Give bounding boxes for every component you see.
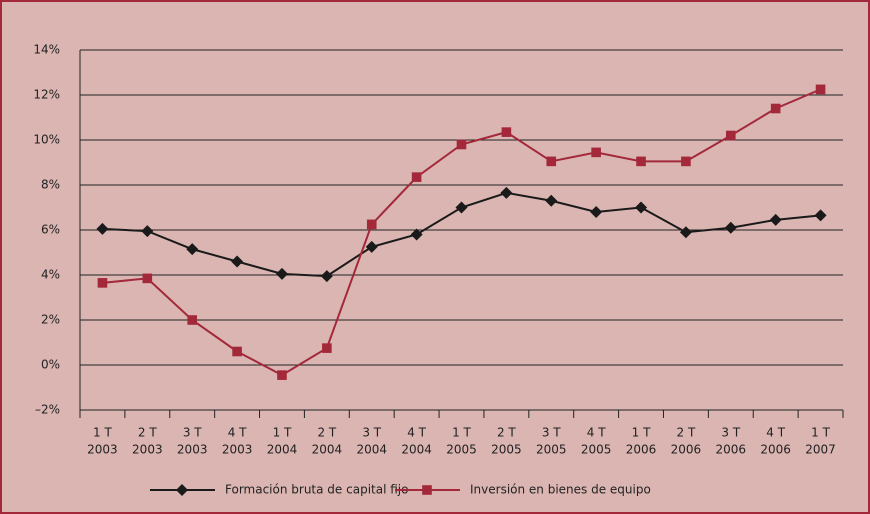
y-tick-label: 10%: [33, 133, 60, 147]
y-tick-label: 8%: [41, 178, 60, 192]
marker: [232, 346, 242, 357]
marker: [141, 225, 154, 238]
x-tick-label: 2005: [536, 443, 567, 457]
x-tick-label: 2 T: [677, 426, 696, 440]
y-tick-label: 6%: [41, 223, 60, 237]
x-tick-label: 2 T: [317, 426, 336, 440]
marker: [176, 484, 188, 496]
x-tick-label: 1 T: [632, 426, 651, 440]
legend-label: Formación bruta de capital fijo: [225, 483, 408, 497]
y-tick-label: 4%: [41, 268, 60, 282]
y-tick-label: 14%: [33, 43, 60, 57]
marker: [97, 278, 108, 288]
x-tick-label: 3 T: [362, 426, 381, 440]
marker: [770, 103, 781, 114]
marker: [545, 194, 558, 207]
marker: [456, 139, 467, 150]
marker: [636, 156, 646, 167]
x-tick-label: 2004: [401, 443, 432, 457]
x-tick-label: 2007: [805, 443, 836, 457]
marker: [590, 206, 603, 218]
x-tick-label: 2005: [491, 443, 522, 457]
y-tick-label: 0%: [41, 358, 60, 372]
marker: [769, 213, 782, 226]
marker: [455, 201, 468, 214]
marker: [410, 228, 423, 241]
x-tick-label: 2 T: [497, 426, 516, 440]
x-tick-label: 2003: [222, 443, 253, 457]
x-tick-label: 4 T: [766, 426, 785, 440]
x-tick-label: 1 T: [811, 426, 830, 440]
x-tick-label: 2005: [446, 443, 477, 457]
x-tick-label: 2003: [132, 443, 163, 457]
marker: [725, 130, 736, 141]
x-tick-label: 2005: [581, 443, 612, 457]
x-tick-label: 3 T: [183, 426, 202, 440]
marker: [679, 226, 692, 239]
marker: [411, 172, 422, 182]
marker: [187, 315, 198, 325]
x-tick-label: 2006: [716, 443, 747, 457]
marker: [365, 240, 378, 253]
x-tick-label: 1 T: [273, 426, 292, 440]
marker: [546, 156, 557, 167]
y-tick-label: –2%: [35, 403, 60, 417]
marker: [277, 370, 287, 380]
y-tick-label: 2%: [41, 313, 60, 327]
x-tick-label: 4 T: [228, 426, 247, 440]
marker: [322, 343, 332, 353]
marker: [231, 255, 244, 268]
marker: [815, 84, 826, 95]
marker: [814, 209, 827, 222]
legend-label: Inversión en bienes de equipo: [470, 483, 651, 497]
x-tick-label: 2003: [87, 443, 118, 457]
x-tick-label: 2 T: [138, 426, 157, 440]
marker: [142, 273, 153, 284]
marker: [366, 219, 377, 230]
marker: [275, 267, 288, 280]
marker: [681, 156, 691, 167]
x-tick-label: 2003: [177, 443, 208, 457]
x-tick-label: 1 T: [93, 426, 112, 440]
marker: [186, 243, 199, 256]
marker: [591, 147, 601, 158]
marker: [500, 186, 513, 199]
x-tick-label: 1 T: [452, 426, 471, 440]
x-tick-label: 2004: [356, 443, 387, 457]
x-tick-label: 4 T: [407, 426, 426, 440]
x-tick-label: 2004: [312, 443, 343, 457]
marker: [96, 222, 109, 235]
y-tick-label: 12%: [33, 88, 60, 102]
marker: [501, 127, 512, 137]
x-tick-label: 3 T: [721, 426, 740, 440]
x-tick-label: 2006: [671, 443, 702, 457]
marker: [320, 270, 333, 283]
marker: [724, 221, 737, 234]
x-tick-label: 2004: [267, 443, 298, 457]
marker: [422, 485, 432, 495]
x-tick-label: 2006: [626, 443, 657, 457]
x-tick-label: 3 T: [542, 426, 561, 440]
x-tick-label: 4 T: [587, 426, 606, 440]
marker: [635, 201, 648, 214]
x-tick-label: 2006: [760, 443, 791, 457]
